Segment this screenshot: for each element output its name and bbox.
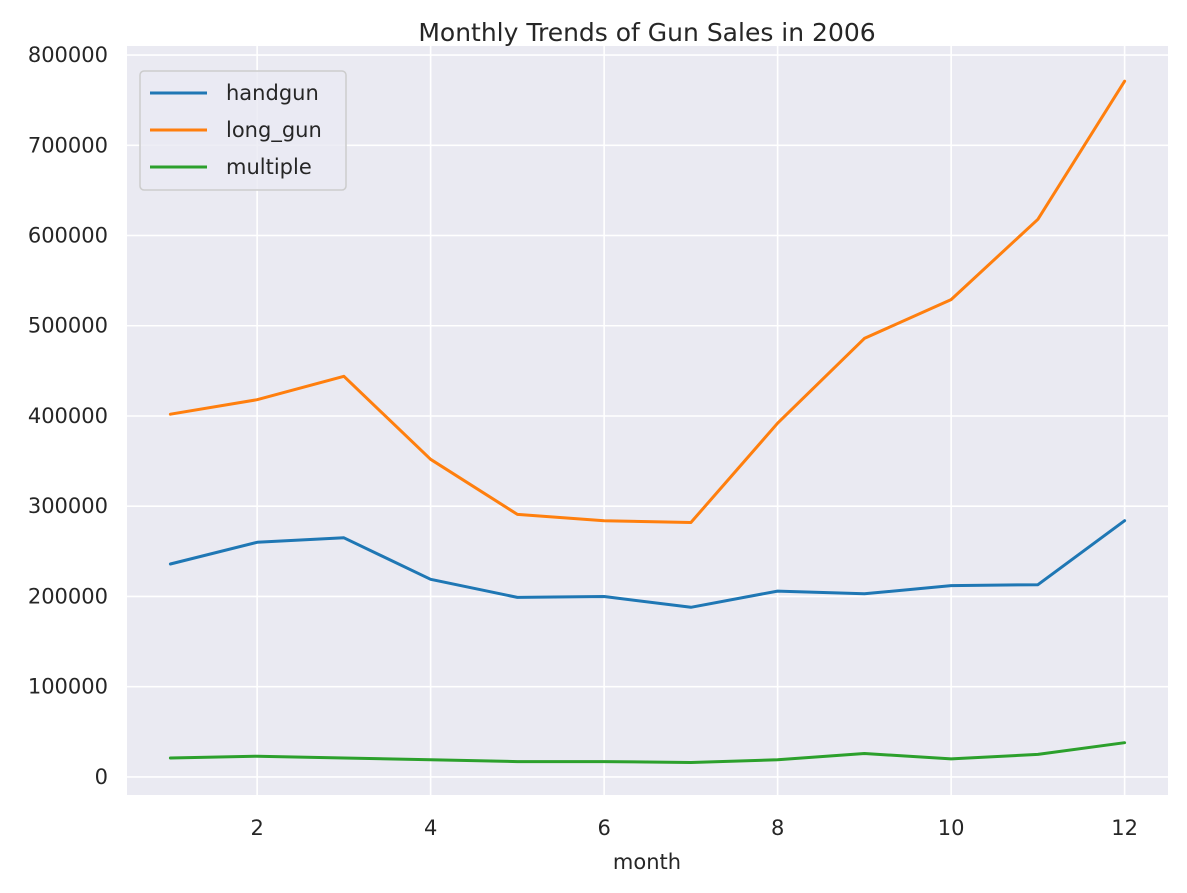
- series-lines: [168, 79, 1127, 764]
- y-tick-label: 500000: [28, 314, 108, 338]
- x-tick-labels: 2 4 6 8 10 12: [250, 816, 1138, 840]
- x-tick-label: 12: [1111, 816, 1138, 840]
- series-line-handgun: [168, 519, 1127, 609]
- x-tick-label: 2: [250, 816, 263, 840]
- series-line-long-gun: [168, 79, 1127, 524]
- x-tick-label: 4: [424, 816, 437, 840]
- series-line-multiple: [168, 741, 1127, 764]
- y-tick-labels: 0 100000 200000 300000 400000 500000 600000 700…: [28, 43, 108, 789]
- legend-label: multiple: [226, 155, 312, 179]
- y-tick-label: 700000: [28, 133, 108, 157]
- y-tick-label: 200000: [28, 584, 108, 608]
- y-tick-label: 300000: [28, 494, 108, 518]
- legend-box: [139, 70, 347, 191]
- y-tick-label: 100000: [28, 675, 108, 699]
- legend: handgun long_gun multiple: [139, 70, 347, 191]
- y-tick-label: 400000: [28, 404, 108, 428]
- legend-label: handgun: [226, 81, 319, 105]
- y-tick-label: 600000: [28, 224, 108, 248]
- y-tick-label: 0: [95, 765, 108, 789]
- grid: [127, 46, 1168, 795]
- x-tick-label: 6: [597, 816, 610, 840]
- y-tick-label: 800000: [28, 43, 108, 67]
- x-axis-label: month: [613, 850, 681, 874]
- legend-label: long_gun: [226, 118, 322, 143]
- x-tick-label: 8: [771, 816, 784, 840]
- legend-items: handgun long_gun multiple: [150, 81, 322, 179]
- chart-title: Monthly Trends of Gun Sales in 2006: [418, 18, 875, 47]
- x-tick-label: 10: [938, 816, 965, 840]
